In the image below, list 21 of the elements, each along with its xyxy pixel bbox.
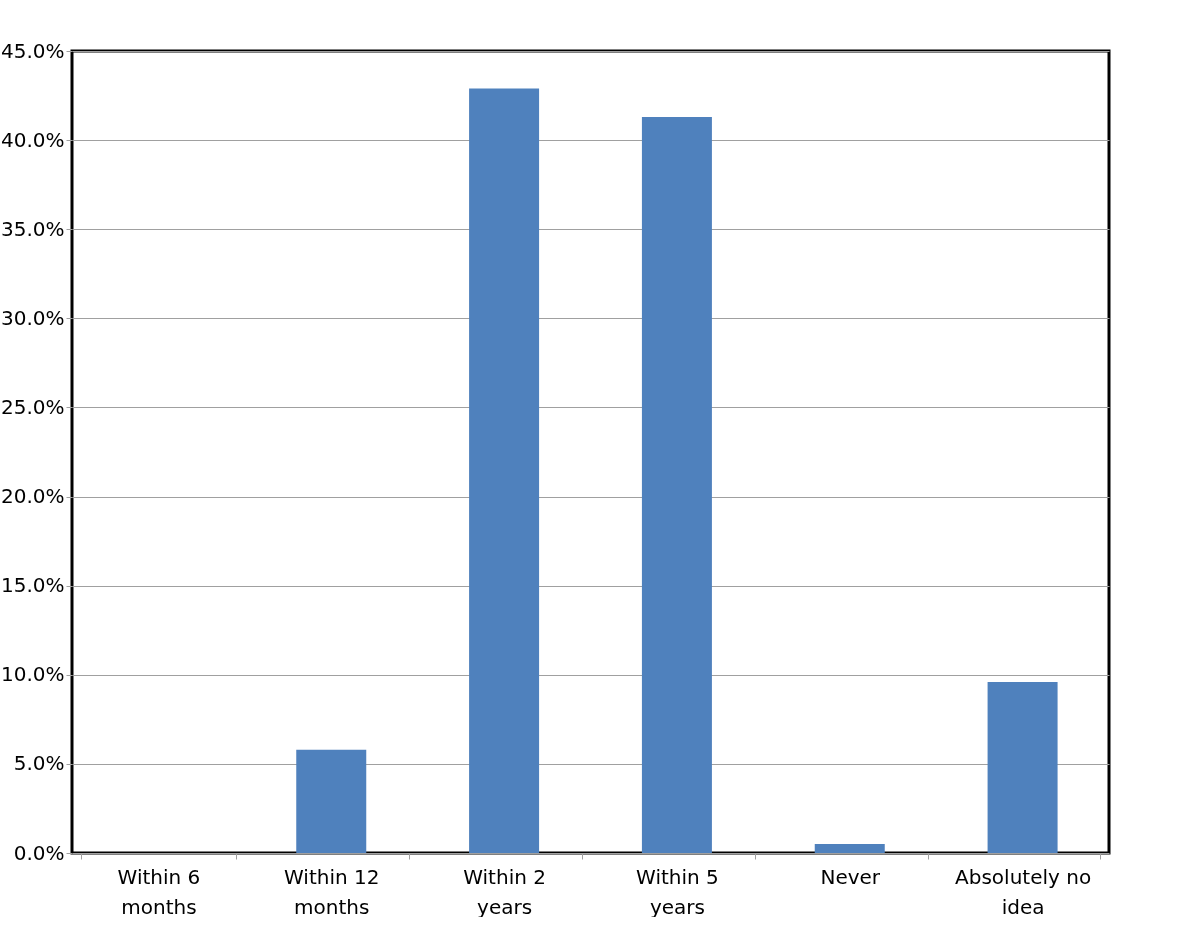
- y-tick-label: 5.0%: [13, 751, 65, 776]
- x-tick-label: Within 12 months: [284, 864, 380, 919]
- x-tick-label: Within 5 years: [636, 864, 719, 919]
- x-tick-label: Within 6 months: [117, 864, 201, 919]
- bar: [296, 749, 367, 853]
- y-tick-label: 35.0%: [0, 216, 65, 241]
- x-tick-label: Never: [820, 864, 881, 889]
- bar: [469, 88, 540, 853]
- y-tick-label: 20.0%: [0, 484, 65, 509]
- y-tick-label: 45.0%: [0, 38, 65, 63]
- bar: [987, 681, 1058, 853]
- y-tick-label: 15.0%: [0, 573, 65, 598]
- y-tick-label: 40.0%: [0, 127, 65, 152]
- bar: [641, 116, 712, 853]
- x-tick-label: Absolutely no idea: [955, 864, 1092, 919]
- bar: [814, 844, 885, 853]
- y-tick-label: 25.0%: [0, 394, 65, 419]
- y-tick-label: 0.0%: [13, 840, 65, 865]
- y-tick-label: 10.0%: [0, 662, 65, 687]
- y-tick-label: 30.0%: [0, 305, 65, 330]
- x-tick-label: Within 2 years: [463, 864, 546, 919]
